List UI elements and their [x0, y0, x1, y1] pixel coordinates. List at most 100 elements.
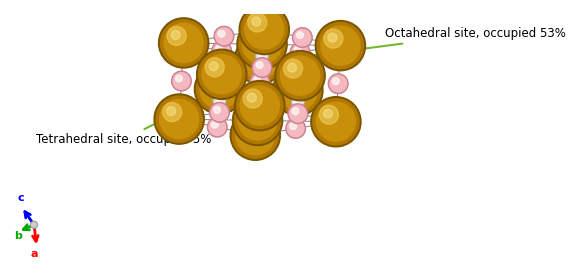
Circle shape [255, 65, 265, 76]
Circle shape [239, 119, 258, 138]
Circle shape [287, 63, 297, 72]
Circle shape [167, 26, 186, 45]
Circle shape [255, 106, 258, 109]
Circle shape [171, 30, 180, 39]
Circle shape [209, 119, 225, 136]
Circle shape [253, 64, 266, 77]
Circle shape [254, 76, 261, 83]
Circle shape [324, 109, 332, 118]
Circle shape [176, 75, 182, 82]
Circle shape [275, 50, 325, 101]
Circle shape [290, 122, 297, 130]
Circle shape [286, 119, 305, 138]
Circle shape [330, 75, 346, 92]
Circle shape [243, 89, 262, 108]
Circle shape [292, 44, 308, 61]
Circle shape [214, 107, 221, 113]
Circle shape [332, 78, 339, 85]
Text: Octahedral site, occupied 53%: Octahedral site, occupied 53% [307, 27, 566, 58]
Circle shape [281, 74, 300, 93]
Circle shape [290, 105, 306, 122]
Circle shape [291, 96, 304, 108]
Circle shape [324, 29, 343, 48]
Circle shape [252, 17, 261, 26]
Circle shape [237, 82, 283, 129]
Circle shape [295, 99, 298, 103]
Circle shape [194, 64, 245, 114]
Circle shape [256, 68, 260, 71]
Text: Tetrahedral site, occupied 5%: Tetrahedral site, occupied 5% [36, 73, 255, 146]
Circle shape [321, 26, 360, 65]
Circle shape [290, 42, 310, 62]
Circle shape [196, 66, 242, 112]
Circle shape [242, 25, 281, 64]
Circle shape [210, 102, 230, 122]
Circle shape [235, 34, 285, 84]
Circle shape [156, 96, 202, 142]
Circle shape [237, 36, 283, 82]
Text: c: c [18, 193, 25, 204]
Circle shape [239, 21, 285, 67]
Circle shape [232, 112, 279, 158]
Circle shape [214, 96, 225, 106]
Circle shape [280, 56, 319, 95]
Circle shape [214, 26, 234, 46]
Circle shape [164, 23, 203, 62]
Circle shape [328, 74, 348, 93]
Circle shape [311, 97, 361, 147]
Circle shape [199, 51, 245, 97]
Circle shape [200, 70, 239, 109]
Circle shape [315, 21, 366, 71]
Circle shape [232, 95, 283, 145]
Circle shape [294, 29, 311, 46]
Circle shape [249, 32, 259, 41]
Circle shape [275, 67, 321, 113]
Circle shape [213, 43, 230, 59]
Circle shape [238, 101, 277, 140]
Circle shape [218, 59, 223, 63]
Circle shape [30, 221, 37, 228]
Circle shape [245, 10, 284, 49]
Circle shape [216, 45, 223, 52]
Circle shape [288, 104, 308, 124]
Circle shape [202, 55, 241, 94]
Circle shape [172, 71, 191, 91]
Circle shape [252, 74, 268, 91]
Circle shape [277, 53, 323, 99]
Circle shape [252, 104, 263, 114]
Circle shape [209, 62, 218, 71]
Circle shape [317, 102, 356, 141]
Circle shape [245, 108, 254, 117]
Circle shape [243, 123, 252, 132]
Circle shape [236, 116, 275, 155]
Circle shape [256, 91, 260, 95]
Circle shape [162, 102, 182, 122]
Circle shape [235, 81, 285, 131]
Circle shape [215, 28, 232, 45]
Circle shape [293, 28, 312, 47]
Circle shape [317, 22, 363, 69]
Circle shape [294, 58, 307, 70]
Text: b: b [15, 231, 22, 241]
Circle shape [255, 89, 265, 99]
Circle shape [216, 98, 220, 101]
Circle shape [207, 76, 216, 85]
Circle shape [211, 121, 218, 128]
Circle shape [215, 56, 228, 69]
Circle shape [203, 73, 222, 92]
Circle shape [161, 20, 207, 66]
Circle shape [213, 95, 226, 107]
Circle shape [286, 78, 294, 87]
Circle shape [251, 102, 264, 115]
Circle shape [284, 59, 303, 78]
Circle shape [313, 99, 359, 145]
Circle shape [159, 99, 199, 139]
Circle shape [243, 42, 262, 62]
Circle shape [253, 88, 266, 100]
Circle shape [256, 62, 263, 68]
Circle shape [207, 117, 227, 137]
Circle shape [173, 73, 190, 89]
Circle shape [287, 120, 304, 137]
Circle shape [218, 30, 225, 37]
Circle shape [166, 107, 176, 116]
